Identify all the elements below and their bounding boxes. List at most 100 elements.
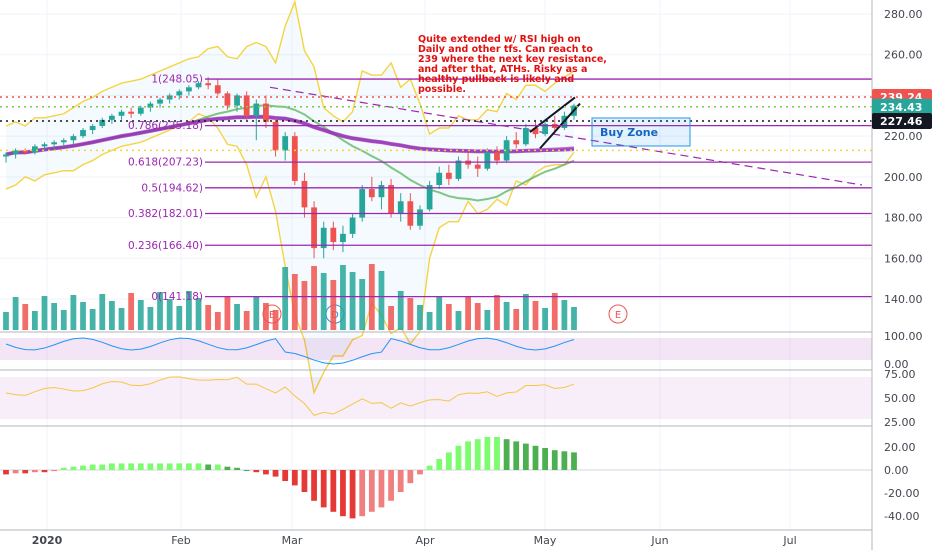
wedge-upper: [529, 96, 576, 133]
macd-histogram-bar: [41, 470, 48, 473]
candle-body: [291, 136, 298, 181]
svg-text:Quite extended w/ RSI high on: Quite extended w/ RSI high on Daily and …: [418, 34, 610, 95]
volume-bar: [522, 294, 529, 330]
candle-body: [320, 227, 327, 249]
macd-histogram-bar: [272, 470, 279, 477]
volume-bar: [234, 304, 240, 330]
volume-bar: [205, 305, 212, 330]
price-tick-label: 260.00: [884, 49, 923, 62]
volume-bar: [417, 305, 423, 330]
time-tick-label: May: [534, 534, 557, 547]
volume-bar: [166, 299, 173, 330]
volume-bar: [109, 301, 115, 330]
macd-histogram-bar: [407, 470, 414, 484]
candle-body: [272, 121, 279, 151]
macd-histogram-bar: [542, 448, 549, 470]
macd-histogram-bar: [368, 470, 375, 512]
volume-bar: [542, 308, 549, 330]
macd-histogram-bar: [118, 463, 125, 470]
stoch-band: [0, 338, 872, 360]
annotation-note[interactable]: Quite extended w/ RSI high on Daily and …: [418, 34, 610, 95]
macd-histogram-bar: [282, 470, 289, 481]
price-tick-label: 140.00: [884, 293, 923, 306]
candle-body: [224, 93, 231, 106]
time-tick-label: Apr: [415, 534, 435, 547]
candle-body: [89, 125, 96, 131]
macd-histogram-bar: [494, 437, 500, 470]
candle-body: [426, 185, 433, 210]
rsi-tick-label: 50.00: [884, 392, 916, 405]
candle-body: [445, 172, 452, 179]
time-axis[interactable]: 2020 Feb Mar Apr May Jun Jul: [0, 529, 872, 547]
volume-bar: [99, 294, 106, 330]
price-axis[interactable]: 280.00260.00240.00220.00200.00180.00160.…: [871, 0, 932, 550]
volume-bar: [311, 266, 317, 330]
candle-body: [388, 185, 394, 214]
macd-histogram-bar: [455, 445, 462, 470]
volume-bar: [301, 281, 308, 330]
fib-level-label: 0(141.18): [151, 291, 203, 303]
time-tick-label: Feb: [171, 534, 190, 547]
volume-bar: [388, 306, 394, 330]
candle-body: [301, 180, 308, 208]
volume-bar: [214, 312, 221, 330]
candle-body: [22, 150, 29, 153]
volume-bar: [80, 302, 86, 330]
volume-bar: [330, 280, 337, 330]
macd-histogram-bar: [320, 470, 327, 508]
buy-zone-label: Buy Zone: [600, 126, 658, 139]
indicator-panels: [0, 331, 872, 519]
candle-body: [378, 185, 385, 198]
volume-bar: [320, 273, 327, 330]
candle-body: [137, 107, 144, 114]
volume-bar: [186, 291, 192, 330]
candle-body: [359, 189, 366, 218]
price-badge-label: 227.46: [880, 115, 923, 128]
macd-histogram-bar: [147, 463, 154, 470]
volume-bar: [253, 296, 260, 330]
macd-histogram-bar: [157, 463, 163, 470]
rsi-band: [0, 377, 872, 419]
candle-body: [99, 119, 106, 126]
macd-histogram-bar: [234, 467, 240, 470]
volume-bar: [340, 265, 346, 330]
candle-body: [455, 160, 462, 179]
bollinger-lower: [5, 112, 575, 395]
trend-line: [269, 86, 863, 186]
candle-body: [474, 164, 481, 169]
macd-histogram-bar: [340, 470, 346, 517]
candle-body: [157, 99, 163, 104]
macd-histogram-bar: [417, 470, 423, 475]
buy-zone[interactable]: Buy Zone: [591, 117, 691, 147]
candle-body: [128, 111, 135, 114]
macd-histogram-bar: [99, 464, 106, 470]
macd-histogram-bar: [522, 443, 529, 470]
macd-histogram-bar: [532, 445, 539, 470]
price-badge-label: 234.43: [880, 101, 922, 114]
candle-body: [522, 128, 529, 145]
fib-level-label: 1(248.05): [151, 74, 203, 86]
volume-bar: [157, 292, 163, 330]
rsi-tick-label: 25.00: [884, 416, 916, 429]
bollinger-fill: [6, 1, 574, 393]
candle-body: [253, 103, 260, 116]
macd-histogram-bar: [80, 465, 86, 470]
candle-body: [282, 136, 289, 151]
candle-body: [494, 152, 500, 161]
macd-histogram-bar: [436, 459, 443, 470]
macd-histogram-bar: [445, 452, 452, 470]
price-panel[interactable]: EDE: [0, 77, 872, 324]
time-tick-label: Jun: [650, 534, 668, 547]
candle-body: [186, 87, 192, 92]
macd-tick-label: 0.00: [884, 464, 909, 477]
candle-body: [109, 115, 115, 120]
macd-histogram-bar: [301, 470, 308, 492]
macd-histogram-bar: [195, 463, 202, 470]
candle-body: [484, 152, 491, 169]
macd-histogram-bar: [89, 464, 96, 470]
candle-body: [195, 83, 202, 88]
volume-bar: [176, 306, 183, 330]
fibonacci-retracement[interactable]: 1(248.05) 0.786(225.18) 0.618(207.23) 0.5(1…: [128, 74, 872, 304]
candle-body: [60, 140, 67, 143]
